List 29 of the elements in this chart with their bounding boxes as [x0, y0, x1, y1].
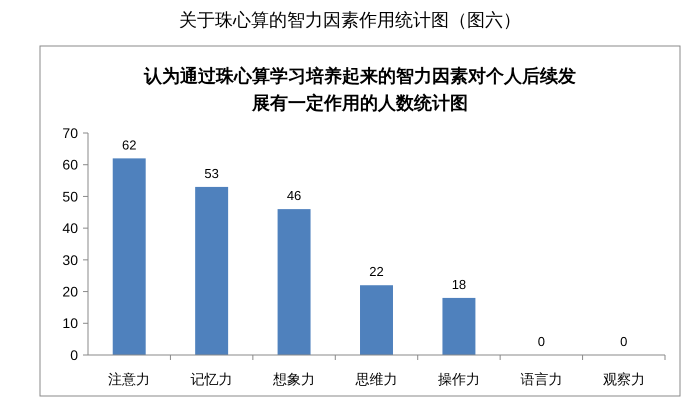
y-tick-label: 0	[70, 346, 78, 363]
data-label: 0	[620, 334, 628, 349]
data-label: 0	[538, 334, 545, 349]
x-tick-label: 语言力	[520, 372, 562, 388]
y-tick-label: 20	[62, 283, 78, 300]
x-tick-label: 观察力	[602, 372, 645, 388]
bar	[195, 186, 228, 355]
bar	[360, 285, 393, 355]
x-tick-label: 操作力	[438, 372, 480, 388]
bar	[278, 209, 311, 355]
x-tick-label: 记忆力	[190, 372, 233, 388]
chart-title: 关于珠心算的智力因素作用统计图（图六）	[179, 10, 521, 31]
y-tick-label: 60	[62, 156, 78, 173]
bar	[112, 158, 146, 355]
y-tick-label: 70	[62, 124, 78, 141]
bar	[442, 298, 476, 355]
data-label: 53	[204, 166, 219, 181]
data-label: 46	[286, 188, 302, 204]
y-tick-label: 50	[62, 188, 78, 204]
x-tick-label: 想象力	[272, 372, 316, 388]
y-tick-label: 10	[62, 315, 78, 332]
y-tick-label: 40	[62, 220, 78, 236]
data-label: 18	[452, 276, 466, 292]
data-label: 62	[122, 137, 136, 152]
x-tick-label: 思维力	[354, 372, 398, 388]
y-tick-label: 30	[62, 252, 78, 268]
chart-subtitle: 认为通过珠心算学习培养起来的智力因素对个人后续发展有一定作用的人数统计图	[143, 66, 576, 114]
data-label: 22	[369, 264, 384, 280]
x-tick-label: 注意力	[108, 372, 150, 388]
